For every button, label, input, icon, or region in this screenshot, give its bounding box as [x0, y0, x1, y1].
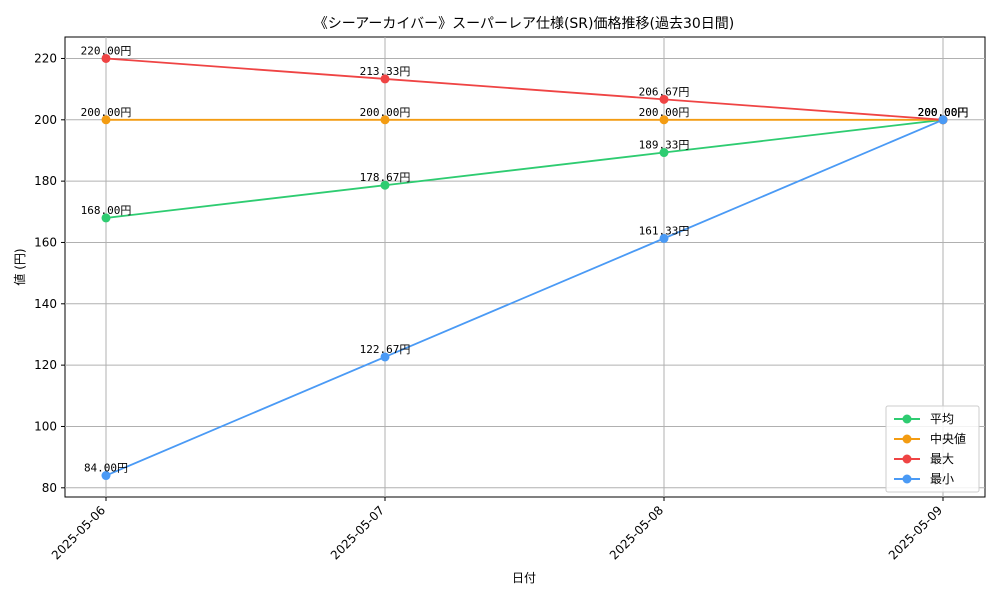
- legend-marker: [902, 474, 912, 484]
- data-label: 200.00円: [918, 106, 969, 119]
- series-line: [105, 118, 944, 219]
- y-tick-label: 160: [34, 235, 57, 249]
- data-label: 178.67円: [360, 171, 411, 184]
- y-tick-label: 100: [34, 419, 57, 433]
- plot-area: [64, 36, 986, 498]
- x-axis-label: 日付: [512, 571, 536, 585]
- data-point: [659, 94, 669, 104]
- data-point: [380, 115, 390, 125]
- legend-marker: [902, 454, 912, 464]
- legend-box: [885, 405, 980, 493]
- data-label: 206.67円: [639, 85, 690, 98]
- data-point: [380, 352, 390, 362]
- y-axis-label: 値 (円): [12, 248, 27, 285]
- data-label: 200.00円: [918, 106, 969, 119]
- data-label: 161.33円: [639, 224, 690, 237]
- y-tick-label: 180: [34, 174, 57, 188]
- data-label: 189.33円: [639, 139, 690, 152]
- data-label: 122.67円: [360, 343, 411, 356]
- axes: 80 100 120 140 160 180 200 220 2025-05-06 2025-05…: [34, 51, 945, 562]
- legend-label: 中央値: [930, 431, 966, 446]
- legend-label: 平均: [930, 412, 954, 426]
- legend-label: 最小: [930, 472, 954, 486]
- data-label: 220.00円: [81, 44, 132, 57]
- data-label: 84.00円: [84, 462, 128, 475]
- data-point: [380, 180, 390, 190]
- y-tick-label: 120: [34, 358, 57, 372]
- data-point: [938, 115, 948, 125]
- x-tick-label: 2025-05-07: [328, 503, 387, 562]
- data-label: 200.00円: [639, 106, 690, 119]
- data-label: 200.00円: [81, 106, 132, 119]
- legend-marker: [902, 414, 912, 424]
- grid: [65, 37, 985, 497]
- data-point: [659, 148, 669, 158]
- y-tick-label: 220: [34, 51, 57, 65]
- data-point: [101, 213, 111, 223]
- data-point: [101, 115, 111, 125]
- series-layer: [101, 53, 948, 481]
- data-label: 200.00円: [360, 106, 411, 119]
- data-label: 200.00円: [918, 106, 969, 119]
- y-tick-label: 140: [34, 297, 57, 311]
- series-line: [105, 118, 944, 477]
- data-label: 200.00円: [918, 106, 969, 119]
- data-point: [101, 471, 111, 481]
- data-point: [101, 53, 111, 63]
- chart-title: 《シーアーカイバー》スーパーレア仕様(SR)価格推移(過去30日間): [314, 16, 734, 32]
- x-tick-label: 2025-05-06: [49, 503, 108, 562]
- y-tick-label: 200: [34, 113, 57, 127]
- data-point: [659, 233, 669, 243]
- data-point: [659, 115, 669, 125]
- data-labels: 168.00円 178.67円 189.33円 200.00円 200.00円 200.0…: [81, 44, 969, 474]
- x-tick-label: 2025-05-08: [607, 503, 666, 562]
- series-line: [105, 57, 944, 121]
- x-tick-label: 2025-05-09: [886, 503, 945, 562]
- data-label: 213.33円: [360, 65, 411, 78]
- legend-label: 最大: [930, 452, 954, 466]
- y-tick-label: 80: [42, 481, 57, 495]
- data-point: [380, 74, 390, 84]
- legend-marker: [902, 434, 912, 444]
- data-label: 168.00円: [81, 204, 132, 217]
